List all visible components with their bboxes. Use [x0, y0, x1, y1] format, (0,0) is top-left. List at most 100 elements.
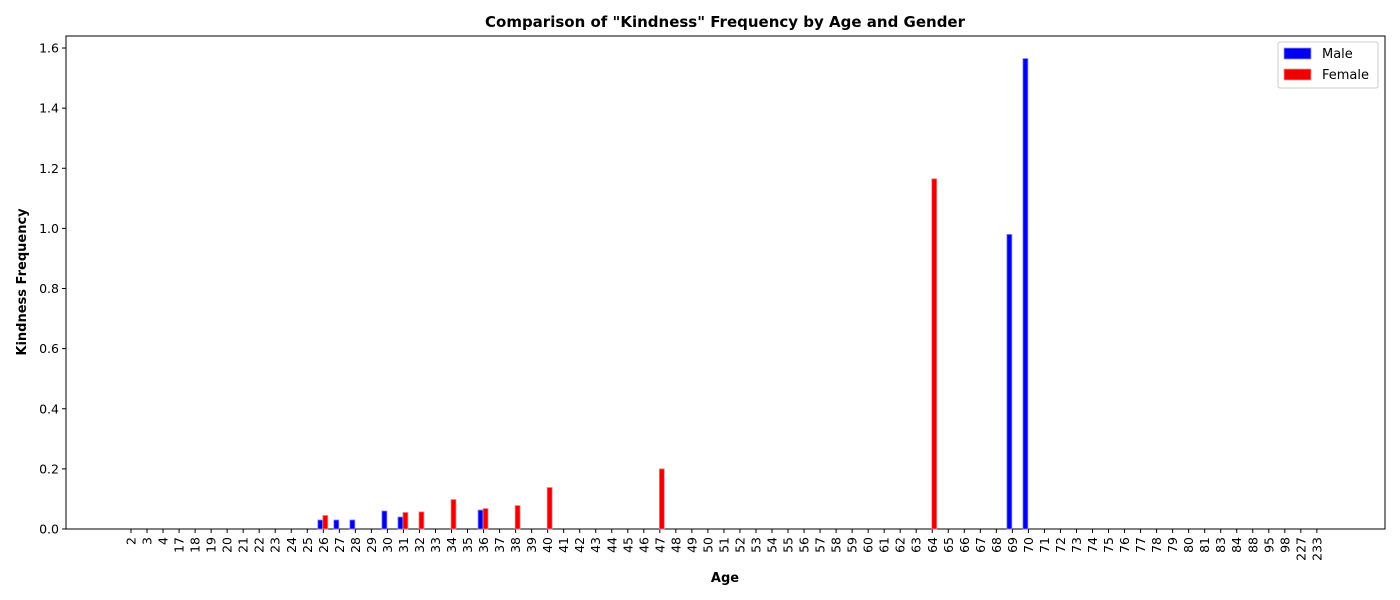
x-tick-label: 19 [204, 537, 219, 553]
x-tick-label: 76 [1117, 537, 1132, 553]
y-tick-label: 0.0 [39, 522, 59, 537]
x-tick-label: 22 [252, 537, 267, 553]
y-axis-label: Kindness Frequency [15, 208, 30, 356]
x-tick-label: 63 [909, 537, 924, 553]
x-tick-label: 39 [524, 537, 539, 553]
legend-swatch-male [1283, 47, 1312, 60]
x-tick-label: 30 [380, 537, 395, 553]
bar-male-age-26 [317, 519, 324, 530]
x-tick-label: 2 [124, 537, 139, 545]
x-tick-label: 20 [220, 537, 235, 553]
bar-male-age-31 [397, 516, 404, 530]
x-tick-label: 17 [172, 537, 187, 553]
bar-female-age-31 [402, 512, 409, 530]
y-tick-label: 1.6 [39, 41, 59, 56]
x-tick-label: 43 [588, 537, 603, 553]
x-tick-label: 31 [396, 537, 411, 553]
bar-male-age-27 [333, 519, 340, 530]
x-tick-label: 34 [444, 537, 459, 553]
x-tick-label: 4 [156, 537, 171, 545]
x-tick-label: 52 [732, 537, 747, 553]
x-tick-label: 42 [572, 537, 587, 553]
plot-area: 0.00.20.40.60.81.01.21.41.62 3 4 17 18 19 20 21… [39, 35, 1386, 561]
x-tick-label: 36 [476, 537, 491, 553]
x-tick-label: 56 [797, 537, 812, 553]
x-tick-label: 46 [636, 537, 651, 553]
x-tick-label: 68 [989, 537, 1004, 553]
x-tick-label: 47 [652, 537, 667, 553]
bar-male-age-28 [349, 519, 356, 530]
x-tick-label: 18 [188, 537, 203, 553]
x-tick-label: 59 [845, 537, 860, 553]
x-tick-label: 80 [1181, 537, 1196, 553]
x-tick-label: 77 [1133, 537, 1148, 553]
x-tick-label: 25 [300, 537, 315, 553]
bar-female-age-34 [450, 499, 457, 530]
x-tick-label: 35 [460, 537, 475, 553]
x-tick-label: 49 [684, 537, 699, 553]
x-tick-label: 75 [1101, 537, 1116, 553]
x-tick-label: 98 [1277, 537, 1292, 553]
x-tick-label: 65 [941, 537, 956, 553]
x-tick-label: 64 [925, 537, 940, 553]
x-tick-label: 95 [1261, 537, 1276, 553]
x-tick-label: 66 [957, 537, 972, 553]
x-tick-label: 32 [412, 537, 427, 553]
x-tick-label: 233 [1309, 537, 1324, 561]
x-tick-label: 57 [813, 537, 828, 553]
x-tick-label: 83 [1213, 537, 1228, 553]
bar-female-age-47 [658, 468, 665, 530]
x-tick-label: 26 [316, 537, 331, 553]
x-tick-label: 33 [428, 537, 443, 553]
x-tick-label: 69 [1005, 537, 1020, 553]
bar-female-age-36 [482, 508, 489, 530]
y-tick-label: 0.4 [39, 401, 59, 416]
legend-label-male: Male [1322, 47, 1353, 62]
x-tick-label: 58 [829, 537, 844, 553]
x-tick-label: 38 [508, 537, 523, 553]
x-tick-label: 227 [1293, 537, 1308, 561]
x-tick-label: 3 [140, 537, 155, 545]
x-tick-label: 24 [284, 537, 299, 553]
x-tick-label: 74 [1085, 537, 1100, 553]
y-tick-label: 0.6 [39, 341, 59, 356]
x-tick-label: 40 [540, 537, 555, 553]
bar-female-age-26 [322, 515, 329, 530]
y-tick-label: 0.2 [39, 461, 59, 476]
x-tick-label: 62 [893, 537, 908, 553]
chart-title: Comparison of "Kindness" Frequency by Ag… [485, 13, 966, 31]
x-tick-label: 27 [332, 537, 347, 553]
x-tick-label: 44 [604, 537, 619, 553]
y-tick-label: 1.4 [39, 101, 59, 116]
bar-female-age-38 [514, 505, 521, 530]
bar-male-age-69 [1006, 234, 1013, 530]
x-tick-label: 21 [236, 537, 251, 553]
bar-male-age-70 [1022, 58, 1029, 530]
bar-female-age-64 [931, 178, 938, 530]
x-tick-label: 29 [364, 537, 379, 553]
x-tick-label: 48 [668, 537, 683, 553]
x-tick-label: 79 [1165, 537, 1180, 553]
x-tick-label: 45 [620, 537, 635, 553]
legend: Male Female [1277, 41, 1379, 89]
x-tick-label: 55 [781, 537, 796, 553]
x-tick-label: 72 [1053, 537, 1068, 553]
x-tick-label: 67 [973, 537, 988, 553]
bar-male-age-36 [477, 509, 484, 530]
axes-frame [65, 35, 1386, 530]
legend-label-female: Female [1322, 68, 1369, 83]
bar-female-age-32 [418, 511, 425, 530]
x-tick-label: 61 [877, 537, 892, 553]
x-tick-label: 71 [1037, 537, 1052, 553]
x-tick-label: 70 [1021, 537, 1036, 553]
x-tick-label: 51 [716, 537, 731, 553]
x-tick-label: 23 [268, 537, 283, 553]
x-tick-label: 50 [700, 537, 715, 553]
x-tick-label: 84 [1229, 537, 1244, 553]
y-tick-label: 0.8 [39, 281, 59, 296]
x-tick-label: 78 [1149, 537, 1164, 553]
x-tick-label: 73 [1069, 537, 1084, 553]
x-axis-label: Age [711, 571, 739, 586]
x-tick-label: 53 [748, 537, 763, 553]
